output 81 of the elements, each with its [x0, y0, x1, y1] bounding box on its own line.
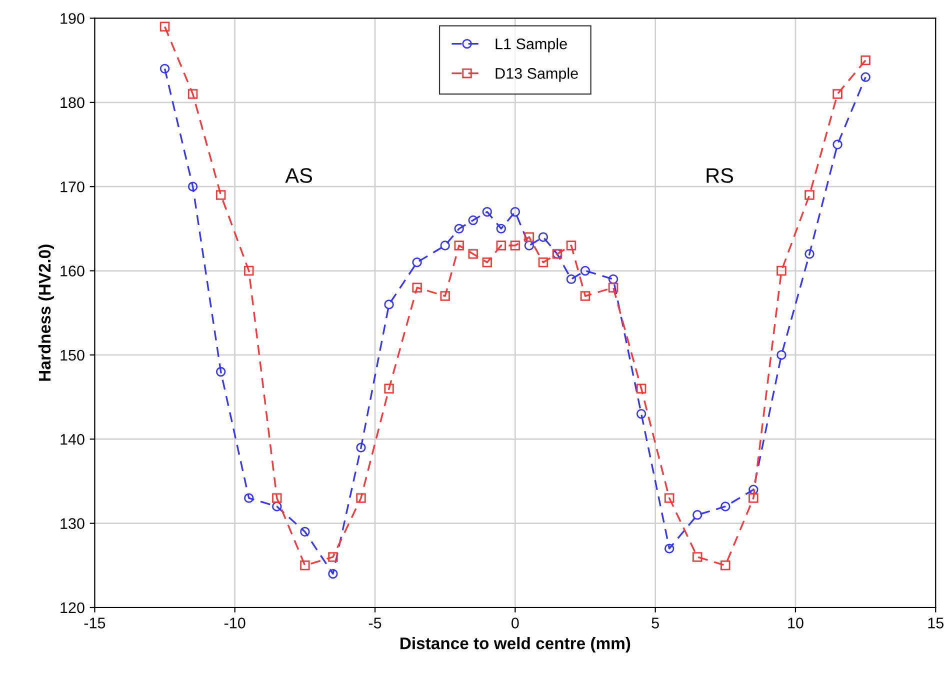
- point: [160, 22, 170, 32]
- point: [832, 89, 842, 99]
- point: [524, 232, 534, 242]
- point: [244, 493, 254, 503]
- y-tick-label: 130: [60, 518, 84, 530]
- point: [720, 560, 730, 570]
- x-tick-label: 0: [512, 618, 519, 628]
- point: [384, 384, 394, 394]
- x-axis-title: Distance to weld centre (mm): [400, 637, 630, 653]
- point: [664, 544, 674, 554]
- x-tick-label: 15: [928, 618, 944, 628]
- x-tick-label: -5: [368, 618, 382, 628]
- point: [356, 493, 366, 503]
- y-tick-label: 120: [60, 602, 84, 614]
- point: [272, 493, 282, 503]
- y-tick-label: 190: [60, 13, 84, 24]
- y-tick-label: 140: [60, 434, 84, 445]
- point: [188, 182, 198, 192]
- point: [664, 493, 674, 503]
- point: [454, 224, 464, 234]
- point: [468, 249, 478, 259]
- point: [328, 568, 338, 579]
- point: [804, 249, 814, 259]
- point: [328, 552, 338, 562]
- point: [356, 442, 366, 452]
- point: [440, 240, 450, 250]
- point: [608, 274, 618, 284]
- point: [860, 72, 870, 82]
- point: [300, 560, 310, 570]
- x-tick-label: -15: [84, 618, 106, 628]
- annotation: RS: [706, 168, 734, 183]
- point: [636, 409, 646, 419]
- point: [300, 526, 310, 537]
- point: [496, 224, 506, 234]
- y-axis-title: Hardness (HV2.0): [38, 244, 54, 381]
- point: [524, 240, 534, 250]
- point: [468, 215, 478, 226]
- point: [538, 257, 548, 268]
- point: [580, 266, 590, 276]
- point: [580, 291, 590, 301]
- point: [608, 282, 618, 292]
- y-tick-label: 180: [60, 97, 84, 108]
- y-tick-label: 170: [60, 181, 84, 192]
- point: [272, 502, 282, 512]
- point: [860, 55, 870, 66]
- point: [692, 552, 702, 562]
- annotation: AS: [285, 168, 312, 183]
- point: [566, 240, 576, 250]
- point: [188, 89, 198, 99]
- point: [804, 190, 814, 200]
- point: [636, 384, 646, 394]
- point: [566, 274, 576, 284]
- point: [412, 282, 422, 292]
- point: [692, 510, 702, 520]
- point: [440, 291, 450, 301]
- point: [482, 257, 492, 268]
- point: [216, 366, 226, 377]
- legend-label: D13 Sample: [496, 68, 578, 82]
- x-tick-label: -10: [224, 618, 246, 628]
- point: [720, 502, 730, 512]
- point: [832, 140, 842, 150]
- point: [776, 350, 786, 360]
- point: [496, 240, 506, 250]
- y-tick-label: 150: [60, 350, 84, 361]
- x-tick-label: 5: [652, 618, 659, 628]
- point: [510, 206, 520, 217]
- point: [160, 64, 170, 74]
- point: [510, 240, 520, 250]
- point: [776, 266, 786, 276]
- point: [748, 484, 758, 495]
- point: [454, 240, 464, 250]
- point: [412, 257, 422, 268]
- point: [384, 300, 394, 310]
- x-tick-label: 10: [788, 618, 804, 628]
- point: [538, 232, 548, 242]
- legend-label: L1 Sample: [496, 38, 567, 52]
- point: [216, 190, 226, 200]
- point: [748, 493, 758, 503]
- point: [482, 206, 492, 217]
- y-tick-label: 160: [60, 266, 84, 276]
- point: [244, 266, 254, 276]
